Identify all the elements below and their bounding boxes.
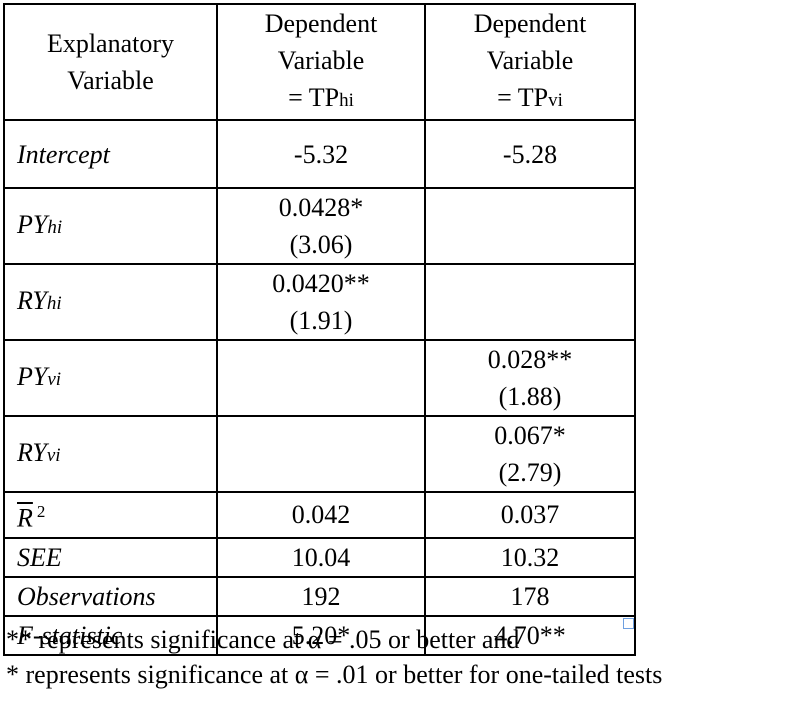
ry-hi-label: RYhi [3,263,218,341]
note-line-2: * represents significance at α = .01 or … [6,660,663,689]
note-line-1: ** represents significance at α = .05 or… [6,625,520,654]
ry-vi-vi-value: 0.067* (2.79) [424,415,636,493]
ry-vi-label: RYvi [3,415,218,493]
ry-hi-coefficient: 0.0420** [272,269,370,298]
header-dependent-tphi: Dependent Variable = TPhi [216,3,426,121]
significance-notes: ** represents significance at α = .05 or… [6,622,662,692]
header-col3-line2: Variable [486,46,574,75]
regression-results-table: Explanatory Variable Dependent Variable … [3,3,636,656]
row-py-hi: PYhi 0.0428* (3.06) [3,187,636,265]
header-col3-line1: Dependent [473,9,587,38]
ry-vi-t-stat: (2.79) [498,458,562,487]
header-col2-subscript: hi [339,90,354,111]
py-hi-label: PYhi [3,187,218,265]
py-hi-coefficient: 0.0428* [278,193,364,222]
header-col2-line3: = TPhi [218,79,424,119]
r-squared-vi-value: 0.037 [424,491,636,539]
header-explanatory-variable: Explanatory Variable [3,3,218,121]
intercept-hi-value: -5.32 [216,119,426,189]
py-hi-t-stat: (3.06) [289,230,353,259]
header-col2-line2: Variable [277,46,365,75]
header-dependent-tpvi: Dependent Variable = TPvi [424,3,636,121]
row-f-statistic: F-statistic 5.20* 4.70** [3,614,636,656]
header-col2-line1: Dependent [264,9,378,38]
ry-hi-hi-value: 0.0420** (1.91) [216,263,426,341]
row-intercept: Intercept -5.32 -5.28 [3,119,636,189]
header-col3-line3: = TPvi [426,79,634,119]
py-hi-vi-value [424,187,636,265]
see-label: SEE [3,536,218,578]
r-squared-hi-value: 0.042 [216,491,426,539]
f-statistic-hi-value: 5.20* [216,614,426,656]
see-vi-value: 10.32 [424,536,636,578]
row-py-vi: PYvi 0.028** (1.88) [3,339,636,417]
header-col2-tp: = TP [288,83,340,112]
row-ry-hi: RYhi 0.0420** (1.91) [3,263,636,341]
ry-hi-vi-value [424,263,636,341]
py-vi-vi-value: 0.028** (1.88) [424,339,636,417]
f-statistic-vi-value: 4.70** [424,614,636,656]
ry-hi-t-stat: (1.91) [289,306,353,335]
row-see: SEE 10.04 10.32 [3,536,636,578]
resize-handle[interactable] [623,618,634,629]
observations-label: Observations [3,575,218,617]
row-observations: Observations 192 178 [3,575,636,617]
observations-hi-value: 192 [216,575,426,617]
header-row: Explanatory Variable Dependent Variable … [3,3,636,121]
header-col3-subscript: vi [548,90,563,111]
py-vi-label: PYvi [3,339,218,417]
ry-vi-hi-value [216,415,426,493]
intercept-label: Intercept [3,119,218,189]
py-vi-t-stat: (1.88) [498,382,562,411]
py-vi-coefficient: 0.028** [487,345,573,374]
f-statistic-label: F-statistic [3,614,218,656]
header-col3-tp: = TP [497,83,549,112]
intercept-vi-value: -5.28 [424,119,636,189]
header-col1-line1: Explanatory [46,29,175,58]
ry-vi-coefficient: 0.067* [494,421,566,450]
py-hi-hi-value: 0.0428* (3.06) [216,187,426,265]
see-hi-value: 10.04 [216,536,426,578]
row-ry-vi: RYvi 0.067* (2.79) [3,415,636,493]
header-col1-line2: Variable [67,66,154,95]
observations-vi-value: 178 [424,575,636,617]
py-vi-hi-value [216,339,426,417]
